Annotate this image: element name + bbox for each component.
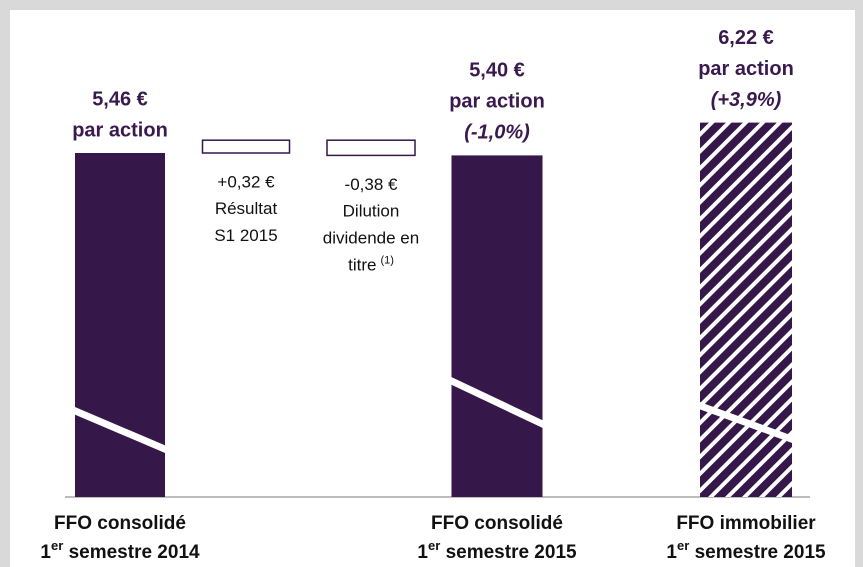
ordinal-suffix: er [428, 538, 440, 553]
axis-break [696, 401, 796, 444]
value-label: 5,46 € [92, 88, 148, 110]
category-period: 1er semestre 2015 [666, 538, 826, 563]
value-label: 6,22 € [718, 27, 774, 49]
ordinal-suffix: er [51, 538, 63, 553]
axis-break [71, 406, 169, 454]
bar [700, 122, 792, 497]
note-text: titre [348, 256, 376, 275]
note-text: dividende en [323, 229, 419, 248]
note: par action [72, 119, 168, 141]
value-label: +0,32 € [217, 172, 275, 191]
note: Dilution [343, 202, 400, 221]
period: semestre 2015 [689, 542, 826, 563]
ordinal: 1 [666, 542, 677, 563]
bar [451, 155, 543, 497]
axis-break [448, 376, 546, 429]
period: semestre 2014 [63, 542, 200, 563]
ordinal: 1 [40, 542, 51, 563]
delta-box [326, 139, 416, 157]
note: titre (1) [348, 254, 394, 275]
ordinal-suffix: er [677, 538, 689, 553]
note: Résultat [215, 199, 278, 218]
category-title: FFO consolidé [431, 513, 563, 534]
value-label: 5,40 € [469, 60, 525, 82]
note: S1 2015 [214, 226, 277, 245]
category-title: FFO consolidé [54, 513, 186, 534]
note: par action [449, 91, 545, 113]
category-period: 1er semestre 2014 [40, 538, 200, 563]
category-title: FFO immobilier [676, 513, 816, 534]
note-text: Résultat [215, 199, 278, 218]
note: (-1,0%) [464, 122, 530, 144]
value-label: -0,38 € [345, 175, 398, 194]
category-period: 1er semestre 2015 [417, 538, 577, 563]
period: semestre 2015 [440, 542, 577, 563]
note: par action [698, 58, 794, 80]
note: dividende en [323, 229, 419, 248]
ordinal: 1 [417, 542, 428, 563]
note: (+3,9%) [711, 89, 782, 111]
note-text: S1 2015 [214, 226, 277, 245]
delta-box [201, 139, 291, 154]
note-text: Dilution [343, 202, 400, 221]
footnote-mark: (1) [380, 254, 393, 266]
